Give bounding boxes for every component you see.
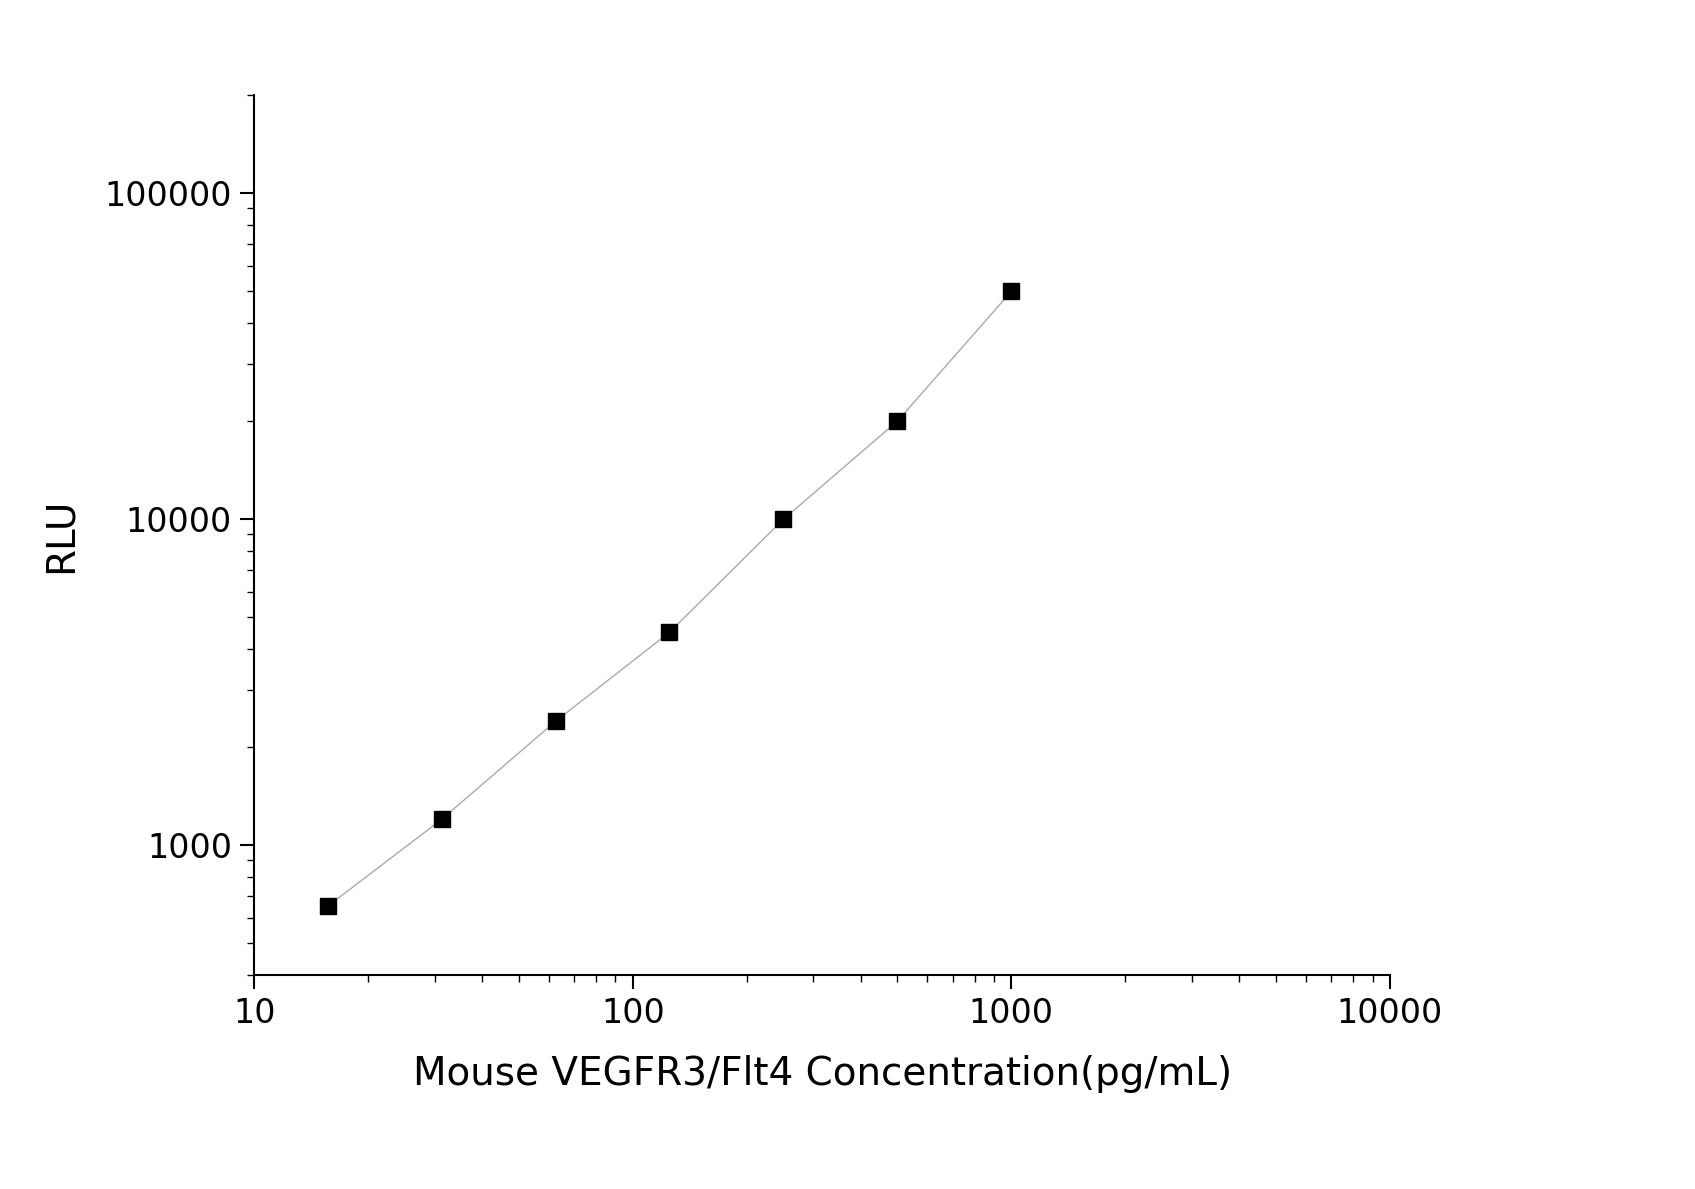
X-axis label: Mouse VEGFR3/Flt4 Concentration(pg/mL): Mouse VEGFR3/Flt4 Concentration(pg/mL) [412,1055,1232,1093]
Y-axis label: RLU: RLU [42,497,80,573]
